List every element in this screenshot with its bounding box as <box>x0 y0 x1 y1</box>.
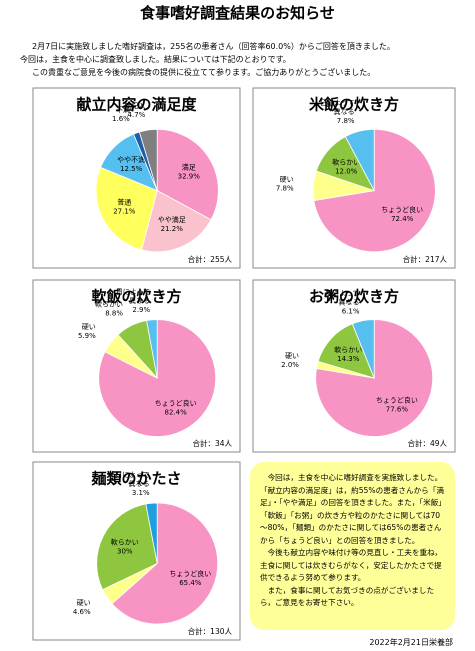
data-label: 32.9% <box>178 172 201 180</box>
slice-label: ちょうど良い <box>381 205 423 214</box>
slice-label: やや不満 <box>117 156 145 164</box>
pie-slice <box>95 166 158 251</box>
slice-label: 硬い <box>77 599 91 607</box>
data-label: 8.8% <box>105 309 123 317</box>
slice-label: 軟らかい <box>334 345 362 354</box>
slice-label: 軟らかい <box>332 157 360 166</box>
pie-slice <box>145 502 158 564</box>
data-label: 7.8% <box>337 117 355 125</box>
chart-total: 合計：255人 <box>188 254 233 264</box>
data-label: 21.2% <box>161 225 184 233</box>
intro-line: 2月7日に実施致しました嗜好調査は，255名の患者さん（回答率60.0%）からご… <box>32 42 395 51</box>
slice-label: 普通 <box>117 197 131 206</box>
data-label: 2.9% <box>132 306 150 314</box>
data-label: 3.1% <box>132 489 150 497</box>
pie-slice <box>146 319 158 379</box>
slice-label: 軟らかい <box>95 299 123 308</box>
data-label: 4.7% <box>128 111 146 119</box>
slice-label: ちょうど良い <box>155 398 197 407</box>
chart-title: 軟飯の炊き方 <box>91 288 181 306</box>
slice-label: ちょうど良い <box>376 395 418 404</box>
data-label: 2.0% <box>281 361 299 369</box>
slice-label: 異なる <box>129 297 150 305</box>
data-label: 27.1% <box>113 207 136 215</box>
slice-label: 軟らかい <box>111 538 139 547</box>
chart-title: 麺類のかたさ <box>90 470 181 488</box>
intro: 2月7日に実施致しました嗜好調査は，255名の患者さん（回答率60.0%）からご… <box>20 40 460 79</box>
chart-title: 献立内容の満足度 <box>76 96 197 114</box>
summary-paragraph: 今回は，主食を中心に嗜好調査を実施致しました。「献立内容の満足度」は，約55%の… <box>260 473 444 545</box>
slice-label: 満足 <box>182 163 196 171</box>
slice-label: 日によって <box>115 471 149 479</box>
pie-slice <box>111 502 219 625</box>
pie-slice <box>141 190 212 253</box>
pie-slice <box>351 319 375 379</box>
data-label: 1.6% <box>112 115 130 123</box>
pie-slice <box>96 503 158 591</box>
chart-total: 合計：34人 <box>192 438 232 448</box>
slice-label: 日によって <box>320 99 354 107</box>
data-label: 4.6% <box>73 608 91 616</box>
page-title: 食事嗜好調査結果のお知らせ <box>140 4 335 22</box>
data-label: 12.5% <box>120 165 143 173</box>
chart-total: 合計：130人 <box>188 626 233 636</box>
data-label: 14.3% <box>337 355 360 363</box>
pie-slice <box>156 128 219 221</box>
summary-box: 今回は，主食を中心に嗜好調査を実施致しました。「献立内容の満足度」は，約55%の… <box>250 462 455 630</box>
data-label: 12.0% <box>335 167 358 175</box>
pie-slice <box>344 128 375 191</box>
slice-label: 日によって <box>325 289 359 297</box>
data-label: 72.4% <box>391 215 414 223</box>
data-label: 77.6% <box>386 405 409 413</box>
summary-paragraph: また，食事に関してお気づきの点がございましたら，ご意見をお寄せ下さい。 <box>260 585 435 608</box>
data-label: 7.8% <box>276 185 294 193</box>
chart-total: 合計：217人 <box>403 254 448 264</box>
chart-title: お粥の炊き方 <box>309 288 399 306</box>
data-label: 30% <box>117 548 133 556</box>
intro-line: 今回は，主食を中心に調査致しました。結果については下記のとおりです。 <box>20 55 291 64</box>
chart-title: 米飯の炊き方 <box>309 96 399 114</box>
chart-total: 合計：49人 <box>407 438 447 448</box>
slice-label: 日によって <box>116 288 150 296</box>
slice-label: 異なる <box>129 480 150 488</box>
data-label: 6.1% <box>342 307 360 315</box>
slice-label: やや満足 <box>158 216 186 224</box>
slice-label: 無記入 <box>124 101 145 110</box>
data-label: 5.9% <box>78 332 96 340</box>
slice-label: 硬い <box>280 176 294 184</box>
slice-label: 異なる <box>338 298 359 306</box>
pie-slice <box>317 323 375 379</box>
slice-label: 異なる <box>334 108 355 116</box>
intro-line: この貴重なご意見を今後の病院食の提供に役立てて参ります。ご協力ありがとうございま… <box>32 68 376 77</box>
slice-label: 硬い <box>82 323 96 331</box>
slice-label: 硬い <box>285 352 299 360</box>
slice-label: ちょうど良い <box>169 569 211 578</box>
slice-label: 不満 <box>116 106 130 114</box>
footer: 2022年2月21日栄養部 <box>369 638 453 647</box>
data-label: 65.4% <box>179 579 202 587</box>
summary-paragraph: 今後も献立内容や味付け等の見直し・工夫を重ね，主食に関しては炊きむらがなく，安定… <box>260 548 442 582</box>
pie-slice <box>138 128 158 191</box>
data-label: 82.4% <box>165 408 188 416</box>
